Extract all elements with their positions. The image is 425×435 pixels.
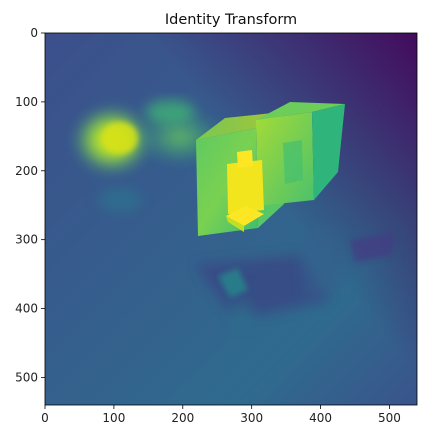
cube-yellow-bottom-edge: [226, 216, 244, 232]
cube-yellow-bottom: [226, 206, 264, 226]
y-tick-label: 400: [15, 302, 38, 316]
x-tick-label: 400: [309, 411, 332, 425]
y-axis: 0 100 200 300 400 500: [15, 26, 45, 384]
chart-title: Identity Transform: [165, 12, 297, 28]
x-axis: 0 100 200 300 400 500: [41, 405, 401, 425]
right-lower-structure: [300, 225, 345, 300]
blob-left-core: [102, 122, 138, 154]
heatmap-dark-floor: [195, 255, 330, 320]
x-tick-label: 0: [41, 411, 49, 425]
heatmap-shadow-right: [350, 232, 395, 262]
lower-faint-cube: [228, 300, 256, 330]
x-tick-label: 300: [240, 411, 263, 425]
cube-right-side: [312, 104, 345, 200]
cube-yellow-main: [227, 160, 264, 214]
cube-right-inner: [283, 140, 303, 184]
lower-small-cube: [218, 268, 248, 298]
y-tick-label: 100: [15, 95, 38, 109]
y-tick-label: 0: [30, 26, 38, 40]
x-tick-label: 500: [378, 411, 401, 425]
y-tick-label: 200: [15, 164, 38, 178]
y-tick-label: 500: [15, 370, 38, 384]
blob-lower-left: [98, 188, 142, 212]
cube-right-top: [256, 102, 345, 120]
heatmap-image: [45, 33, 417, 405]
blob-center-top: [145, 100, 195, 124]
plot-frame: [44, 32, 418, 406]
x-tick-label: 100: [102, 411, 125, 425]
y-tick-label: 300: [15, 233, 38, 247]
cube-yellow-top: [237, 150, 253, 168]
x-tick-label: 200: [171, 411, 194, 425]
